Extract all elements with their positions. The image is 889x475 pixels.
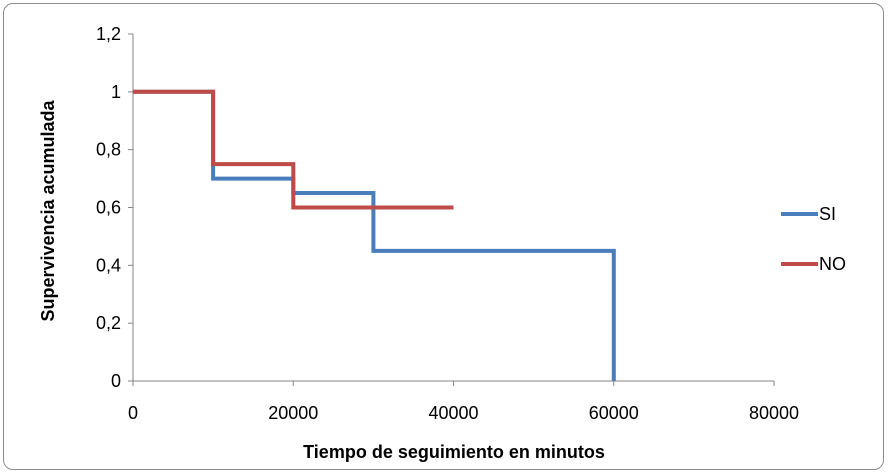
x-tick-label: 80000 [749, 403, 799, 423]
y-tick-label: 0,4 [96, 255, 121, 275]
legend-label-si: SI [819, 204, 836, 224]
y-tick-label: 1 [111, 82, 121, 102]
series-line-no [133, 89, 454, 210]
axes: 0 0,2 0,4 0,6 0,8 1 1,2 0 20000 40000 60000 80000 [96, 24, 799, 423]
series-lines [133, 89, 616, 381]
y-tick-label: 0,6 [96, 198, 121, 218]
y-axis-title: Supervivencia acumulada [38, 99, 58, 321]
x-tick-label: 20000 [268, 403, 318, 423]
chart-frame [3, 3, 884, 470]
x-axis-title: Tiempo de seguimiento en minutos [303, 442, 605, 462]
legend: SI NO [781, 204, 846, 274]
x-tick-label: 60000 [589, 403, 639, 423]
x-tick-label: 0 [128, 403, 138, 423]
x-tick-label: 40000 [428, 403, 478, 423]
legend-label-no: NO [819, 254, 846, 274]
y-tick-label: 1,2 [96, 24, 121, 44]
y-tick-label: 0,8 [96, 140, 121, 160]
series-line-si [133, 89, 616, 381]
y-tick-label: 0,2 [96, 313, 121, 333]
y-tick-label: 0 [111, 371, 121, 391]
